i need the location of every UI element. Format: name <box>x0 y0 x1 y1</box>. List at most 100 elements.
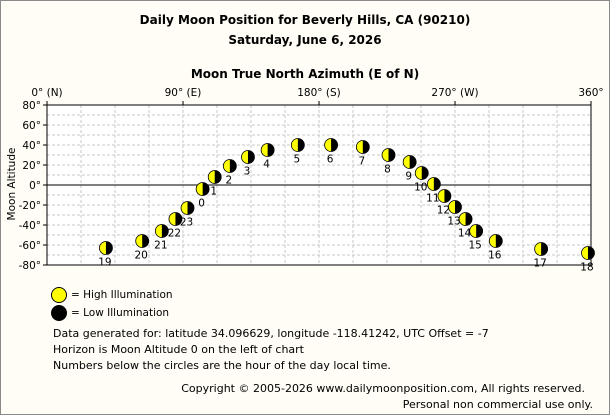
x-tick-label: 180° (S) <box>297 87 341 99</box>
hour-label: 9 <box>405 171 412 183</box>
moon-dark-half <box>175 212 182 226</box>
y-tick-label: 40° <box>22 140 41 152</box>
usage-notice: Personal non commercial use only. <box>402 398 593 411</box>
moon-dark-half <box>214 170 222 184</box>
moon-dark-half <box>465 212 473 226</box>
moon-marker-hour-16: 16 <box>488 234 503 262</box>
moon-dark-half <box>421 166 429 180</box>
hour-label: 1 <box>210 186 217 198</box>
y-tick-label: 20° <box>22 160 41 172</box>
hour-label: 2 <box>226 175 233 187</box>
high-illumination-icon <box>51 287 67 303</box>
hour-label: 4 <box>263 159 270 171</box>
moon-dark-half <box>142 234 149 248</box>
moon-dark-half <box>495 234 503 248</box>
moon-marker-hour-18: 18 <box>580 246 595 274</box>
moon-dark-half <box>331 138 338 152</box>
hour-label: 14 <box>458 228 472 240</box>
moon-marker-hour-21: 21 <box>154 224 169 252</box>
hour-label: 13 <box>447 216 460 228</box>
hour-label: 8 <box>384 164 391 176</box>
hour-label: 17 <box>533 258 546 270</box>
hour-label: 0 <box>198 198 205 210</box>
hour-label: 22 <box>168 228 181 240</box>
moon-marker-hour-11: 11 <box>426 177 441 205</box>
moon-marker-hour-13: 13 <box>447 200 462 228</box>
low-illumination-icon <box>51 305 67 321</box>
x-tick-label: 0° (N) <box>31 87 62 99</box>
hour-label: 11 <box>426 193 439 205</box>
moon-marker-hour-1: 1 <box>207 170 222 198</box>
y-tick-label: -80° <box>19 260 41 272</box>
moon-marker-hour-7: 7 <box>355 140 370 168</box>
moon-dark-half <box>202 182 210 196</box>
hour-label: 18 <box>580 262 593 274</box>
hour-label: 5 <box>294 154 301 166</box>
x-tick-label: 90° (E) <box>165 87 202 99</box>
x-tick-label: 360° <box>578 87 603 99</box>
moon-marker-hour-22: 22 <box>168 212 183 240</box>
hour-label: 20 <box>135 250 148 262</box>
moon-marker-hour-17: 17 <box>533 242 549 270</box>
chart-title: Daily Moon Position for Beverly Hills, C… <box>139 13 471 27</box>
moon-dark-half <box>105 241 113 255</box>
moon-marker-hour-14: 14 <box>458 212 473 240</box>
info-hour-note: Numbers below the circles are the hour o… <box>53 359 391 372</box>
moon-dark-half <box>587 246 595 260</box>
legend-high-label: = High Illumination <box>71 289 173 301</box>
moon-dark-half <box>247 150 255 164</box>
moon-dark-half <box>455 200 462 214</box>
y-tick-label: -20° <box>19 200 41 212</box>
moon-dark-half <box>161 224 169 238</box>
hour-label: 6 <box>327 154 334 166</box>
moon-marker-hour-20: 20 <box>135 234 150 262</box>
moon-marker-hour-10: 10 <box>414 166 429 194</box>
x-tick-label: 270° (W) <box>431 87 478 99</box>
y-tick-label: 0° <box>29 180 41 192</box>
hour-label: 23 <box>180 217 193 229</box>
moon-marker-hour-8: 8 <box>381 148 396 176</box>
hour-label: 10 <box>414 182 427 194</box>
y-axis-title: Moon Altitude <box>6 148 18 221</box>
moon-dark-half <box>187 201 195 215</box>
moon-dark-half <box>541 242 548 256</box>
moon-dark-half <box>444 189 451 203</box>
axes <box>43 101 592 266</box>
moon-marker-hour-12: 12 <box>437 189 452 217</box>
x-axis-title: Moon True North Azimuth (E of N) <box>190 67 420 81</box>
moon-marker-hour-9: 9 <box>402 155 417 183</box>
y-tick-label: 60° <box>22 120 41 132</box>
moon-dark-half <box>433 177 441 191</box>
moon-marker-hour-15: 15 <box>468 224 484 252</box>
moon-dark-half <box>476 224 483 238</box>
moon-dark-half <box>229 159 237 173</box>
moon-marker-hour-5: 5 <box>290 138 305 166</box>
info-horizon: Horizon is Moon Altitude 0 on the left o… <box>53 343 304 356</box>
hour-label: 15 <box>468 240 481 252</box>
y-tick-label: 80° <box>22 100 41 112</box>
moon-dark-half <box>297 138 305 152</box>
moon-marker-hour-4: 4 <box>260 143 275 171</box>
copyright-notice: Copyright © 2005-2026 www.dailymoonposit… <box>181 382 585 395</box>
info-location: Data generated for: latitude 34.096629, … <box>53 327 489 340</box>
hour-label: 21 <box>154 240 167 252</box>
tick-labels: 0° (N) 90° (E) 180° (S) 270° (W) 360°80°60°4… <box>19 87 604 272</box>
moon-marker-hour-6: 6 <box>324 138 338 166</box>
hour-label: 3 <box>244 166 251 178</box>
moon-dark-half <box>388 148 396 162</box>
moon-dark-half <box>362 140 370 154</box>
legend-low-label: = Low Illumination <box>71 307 170 319</box>
hour-label: 12 <box>437 205 450 217</box>
moon-dark-half <box>267 143 275 157</box>
moon-dark-half <box>409 155 417 169</box>
y-tick-label: -40° <box>19 220 41 232</box>
moon-marker-hour-3: 3 <box>241 150 255 178</box>
hour-label: 19 <box>98 257 111 269</box>
y-tick-label: -60° <box>19 240 41 252</box>
moon-marker-hour-23: 23 <box>180 201 195 229</box>
hour-label: 16 <box>488 250 502 262</box>
chart-subtitle: Saturday, June 6, 2026 <box>228 33 382 47</box>
